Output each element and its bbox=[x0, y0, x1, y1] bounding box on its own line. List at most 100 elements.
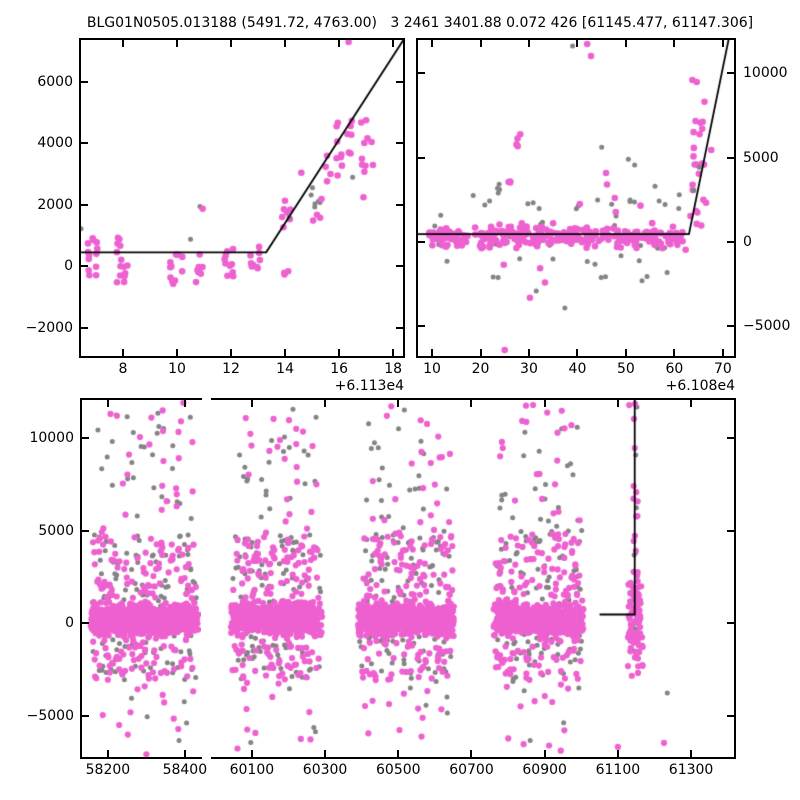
axis-spine-left bbox=[80, 398, 82, 759]
tick-mark bbox=[418, 240, 425, 243]
tick-mark bbox=[727, 325, 734, 328]
tick-mark bbox=[250, 400, 253, 407]
tick-mark bbox=[81, 327, 88, 329]
axis-spine-top bbox=[211, 398, 736, 400]
axis-spine-right bbox=[734, 38, 736, 358]
axis-offset-label: +6.108e4 bbox=[665, 378, 735, 394]
x-tick-label: 12 bbox=[222, 361, 240, 377]
tick-mark bbox=[176, 349, 178, 356]
x-tick-label: 60300 bbox=[302, 762, 348, 778]
tick-mark bbox=[690, 400, 693, 407]
tick-mark bbox=[418, 325, 425, 328]
axis-offset-label: +6.113e4 bbox=[334, 378, 404, 394]
y-tick-label: 10000 bbox=[29, 429, 74, 446]
tick-mark bbox=[392, 349, 395, 356]
figure-title: BLG01N0505.013188 (5491.72, 4763.00) 3 2… bbox=[86, 15, 754, 31]
tick-mark bbox=[81, 80, 88, 83]
tick-mark bbox=[183, 750, 186, 757]
tick-mark bbox=[81, 203, 88, 206]
axis-spine-bottom bbox=[80, 757, 202, 759]
tick-mark bbox=[721, 40, 724, 47]
x-tick-label: 58400 bbox=[162, 762, 208, 778]
x-tick-label: 70 bbox=[713, 361, 732, 377]
y-tick-label: 5000 bbox=[38, 522, 74, 539]
x-tick-label: 60900 bbox=[522, 762, 567, 778]
x-tick-label: 40 bbox=[568, 361, 587, 377]
x-tick-label: 16 bbox=[330, 361, 349, 377]
x-tick-label: 60700 bbox=[449, 762, 494, 778]
tick-mark bbox=[479, 40, 482, 47]
x-tick-label: 18 bbox=[384, 361, 403, 377]
tick-mark bbox=[338, 40, 341, 47]
tick-mark bbox=[396, 142, 403, 145]
tick-mark bbox=[616, 750, 619, 757]
x-tick-label: 61100 bbox=[595, 762, 641, 778]
x-tick-label: 60100 bbox=[229, 762, 275, 778]
y-tick-label: 0 bbox=[65, 615, 74, 631]
tick-mark bbox=[721, 349, 724, 356]
axis-spine-left bbox=[79, 38, 81, 358]
scatter-canvas-top-left bbox=[80, 39, 404, 357]
tick-mark bbox=[543, 750, 546, 757]
x-tick-label: 58200 bbox=[85, 762, 131, 778]
tick-mark bbox=[230, 40, 233, 47]
x-tick-label: 8 bbox=[118, 361, 128, 377]
tick-mark bbox=[82, 436, 89, 439]
tick-mark bbox=[418, 156, 425, 159]
axis-spine-top bbox=[79, 38, 405, 40]
tick-mark bbox=[431, 349, 434, 356]
tick-mark bbox=[576, 40, 579, 47]
tick-mark bbox=[397, 750, 400, 757]
tick-mark bbox=[397, 400, 400, 407]
tick-mark bbox=[106, 750, 109, 757]
tick-mark bbox=[284, 349, 287, 356]
tick-mark bbox=[284, 40, 287, 47]
tick-mark bbox=[543, 400, 546, 407]
tick-mark bbox=[396, 327, 403, 329]
x-tick-label: 20 bbox=[471, 361, 490, 377]
tick-mark bbox=[727, 240, 734, 243]
y-tick-label: 2000 bbox=[37, 196, 73, 213]
tick-mark bbox=[576, 349, 579, 356]
axis-spine-right bbox=[734, 398, 736, 759]
tick-mark bbox=[81, 265, 88, 268]
tick-mark bbox=[727, 156, 734, 159]
tick-mark bbox=[727, 714, 734, 717]
x-tick-label: 60 bbox=[665, 361, 684, 377]
y-tick-label: 0 bbox=[64, 258, 73, 275]
tick-mark bbox=[673, 349, 676, 356]
y-tick-label: 5000 bbox=[743, 149, 779, 166]
x-tick-label: 10 bbox=[423, 361, 441, 377]
tick-mark bbox=[82, 622, 89, 624]
axis-spine-top bbox=[80, 398, 202, 400]
tick-mark bbox=[338, 349, 341, 356]
tick-mark bbox=[727, 529, 734, 532]
scatter-canvas-bottom-left bbox=[81, 399, 201, 758]
tick-mark bbox=[81, 142, 88, 145]
tick-mark bbox=[176, 40, 178, 47]
tick-mark bbox=[418, 72, 425, 74]
axis-spine-bottom bbox=[416, 356, 736, 358]
tick-mark bbox=[121, 40, 124, 47]
y-tick-label: 6000 bbox=[37, 73, 73, 90]
tick-mark bbox=[431, 40, 434, 47]
axis-spine-left bbox=[416, 38, 418, 358]
tick-mark bbox=[82, 714, 89, 717]
tick-mark bbox=[250, 750, 253, 757]
y-tick-label: −5000 bbox=[26, 707, 74, 724]
x-tick-label: 10 bbox=[168, 361, 186, 377]
tick-mark bbox=[324, 400, 327, 407]
x-tick-label: 14 bbox=[276, 361, 294, 377]
y-tick-label: 4000 bbox=[37, 135, 73, 152]
axis-spine-bottom bbox=[211, 757, 736, 759]
tick-mark bbox=[624, 40, 627, 47]
tick-mark bbox=[470, 400, 473, 407]
y-tick-label: −5000 bbox=[743, 318, 791, 335]
tick-mark bbox=[392, 40, 395, 47]
tick-mark bbox=[183, 400, 186, 407]
axis-spine-top bbox=[416, 38, 736, 40]
y-tick-label: −2000 bbox=[25, 320, 73, 336]
tick-mark bbox=[82, 529, 89, 532]
tick-mark bbox=[673, 40, 676, 47]
